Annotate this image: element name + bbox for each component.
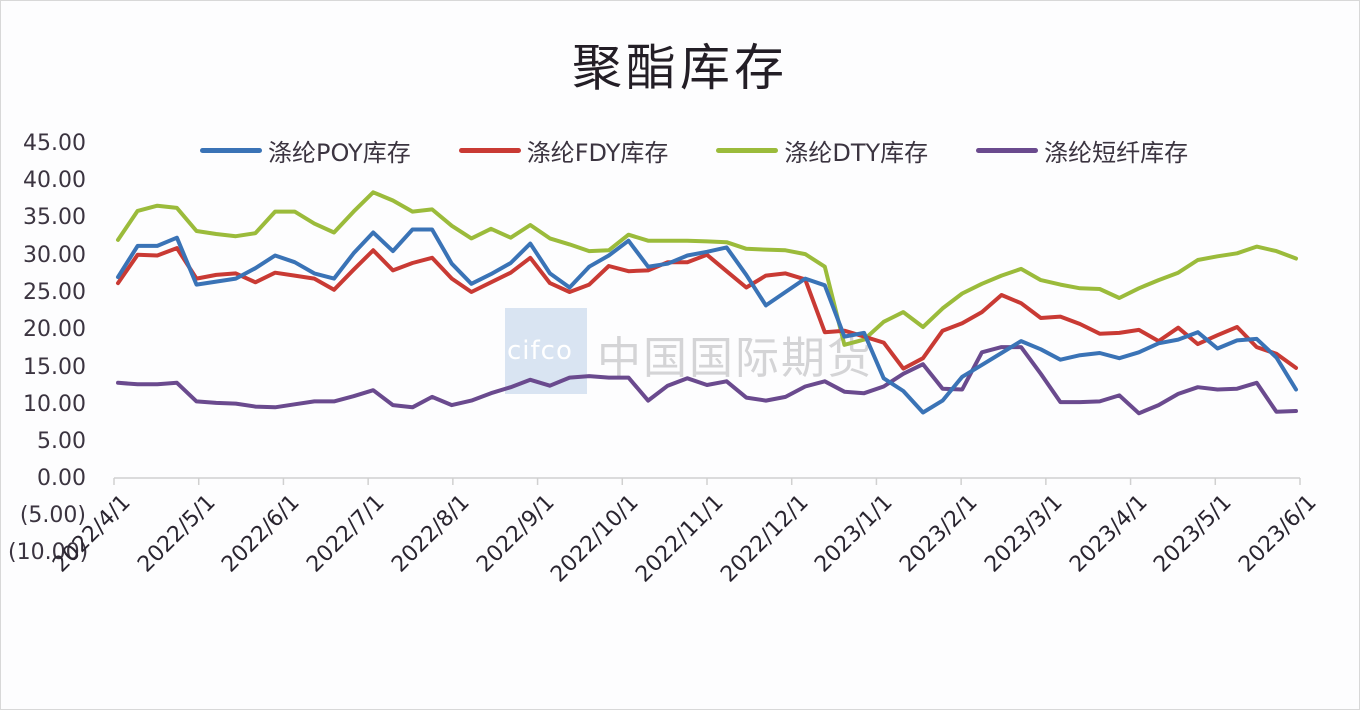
legend-item-dty[interactable]: 涤纶DTY库存 xyxy=(716,133,928,168)
series-lines xyxy=(116,190,1298,416)
chart-title: 聚酯库存 xyxy=(572,39,788,97)
y-tick: (10.00) xyxy=(8,540,89,565)
series-line-3 xyxy=(116,345,1298,416)
line-swatch-icon xyxy=(976,147,1039,153)
series-line-1 xyxy=(116,246,1298,371)
watermark-logo-box xyxy=(505,308,587,394)
line-swatch-icon xyxy=(200,147,262,153)
y-tick: 20.00 xyxy=(23,317,86,342)
y-tick: 15.00 xyxy=(23,355,86,380)
y-tick: 40.00 xyxy=(23,168,86,193)
legend-label: 涤纶DTY库存 xyxy=(784,138,929,167)
legend-item-staple[interactable]: 涤纶短纤库存 xyxy=(976,133,1188,168)
y-tick: 25.00 xyxy=(23,280,86,305)
line-swatch-icon xyxy=(458,147,521,153)
watermark-text: 中国国际期货 xyxy=(597,333,873,384)
legend-item-fdy[interactable]: 涤纶FDY库存 xyxy=(458,133,669,168)
y-tick: 45.00 xyxy=(23,131,86,156)
legend-label: 涤纶POY库存 xyxy=(268,138,411,167)
watermark-logo: cifco xyxy=(507,336,573,366)
series-line-2 xyxy=(116,190,1298,347)
chart-legend: 涤纶POY库存 涤纶FDY库存 涤纶DTY库存 涤纶短纤库存 xyxy=(200,133,1188,168)
y-tick: 5.00 xyxy=(37,429,86,454)
x-axis xyxy=(113,477,1301,485)
legend-label: 涤纶FDY库存 xyxy=(526,138,669,167)
legend-label: 涤纶短纤库存 xyxy=(1044,138,1189,167)
y-tick: (5.00) xyxy=(19,503,86,528)
line-swatch-icon xyxy=(716,147,779,153)
y-tick: 10.00 xyxy=(23,392,86,417)
y-tick: 35.00 xyxy=(23,205,86,230)
legend-item-poy[interactable]: 涤纶POY库存 xyxy=(200,133,411,168)
series-line-0 xyxy=(116,227,1298,415)
y-tick: 0.00 xyxy=(37,466,86,491)
y-tick: 30.00 xyxy=(23,243,86,268)
